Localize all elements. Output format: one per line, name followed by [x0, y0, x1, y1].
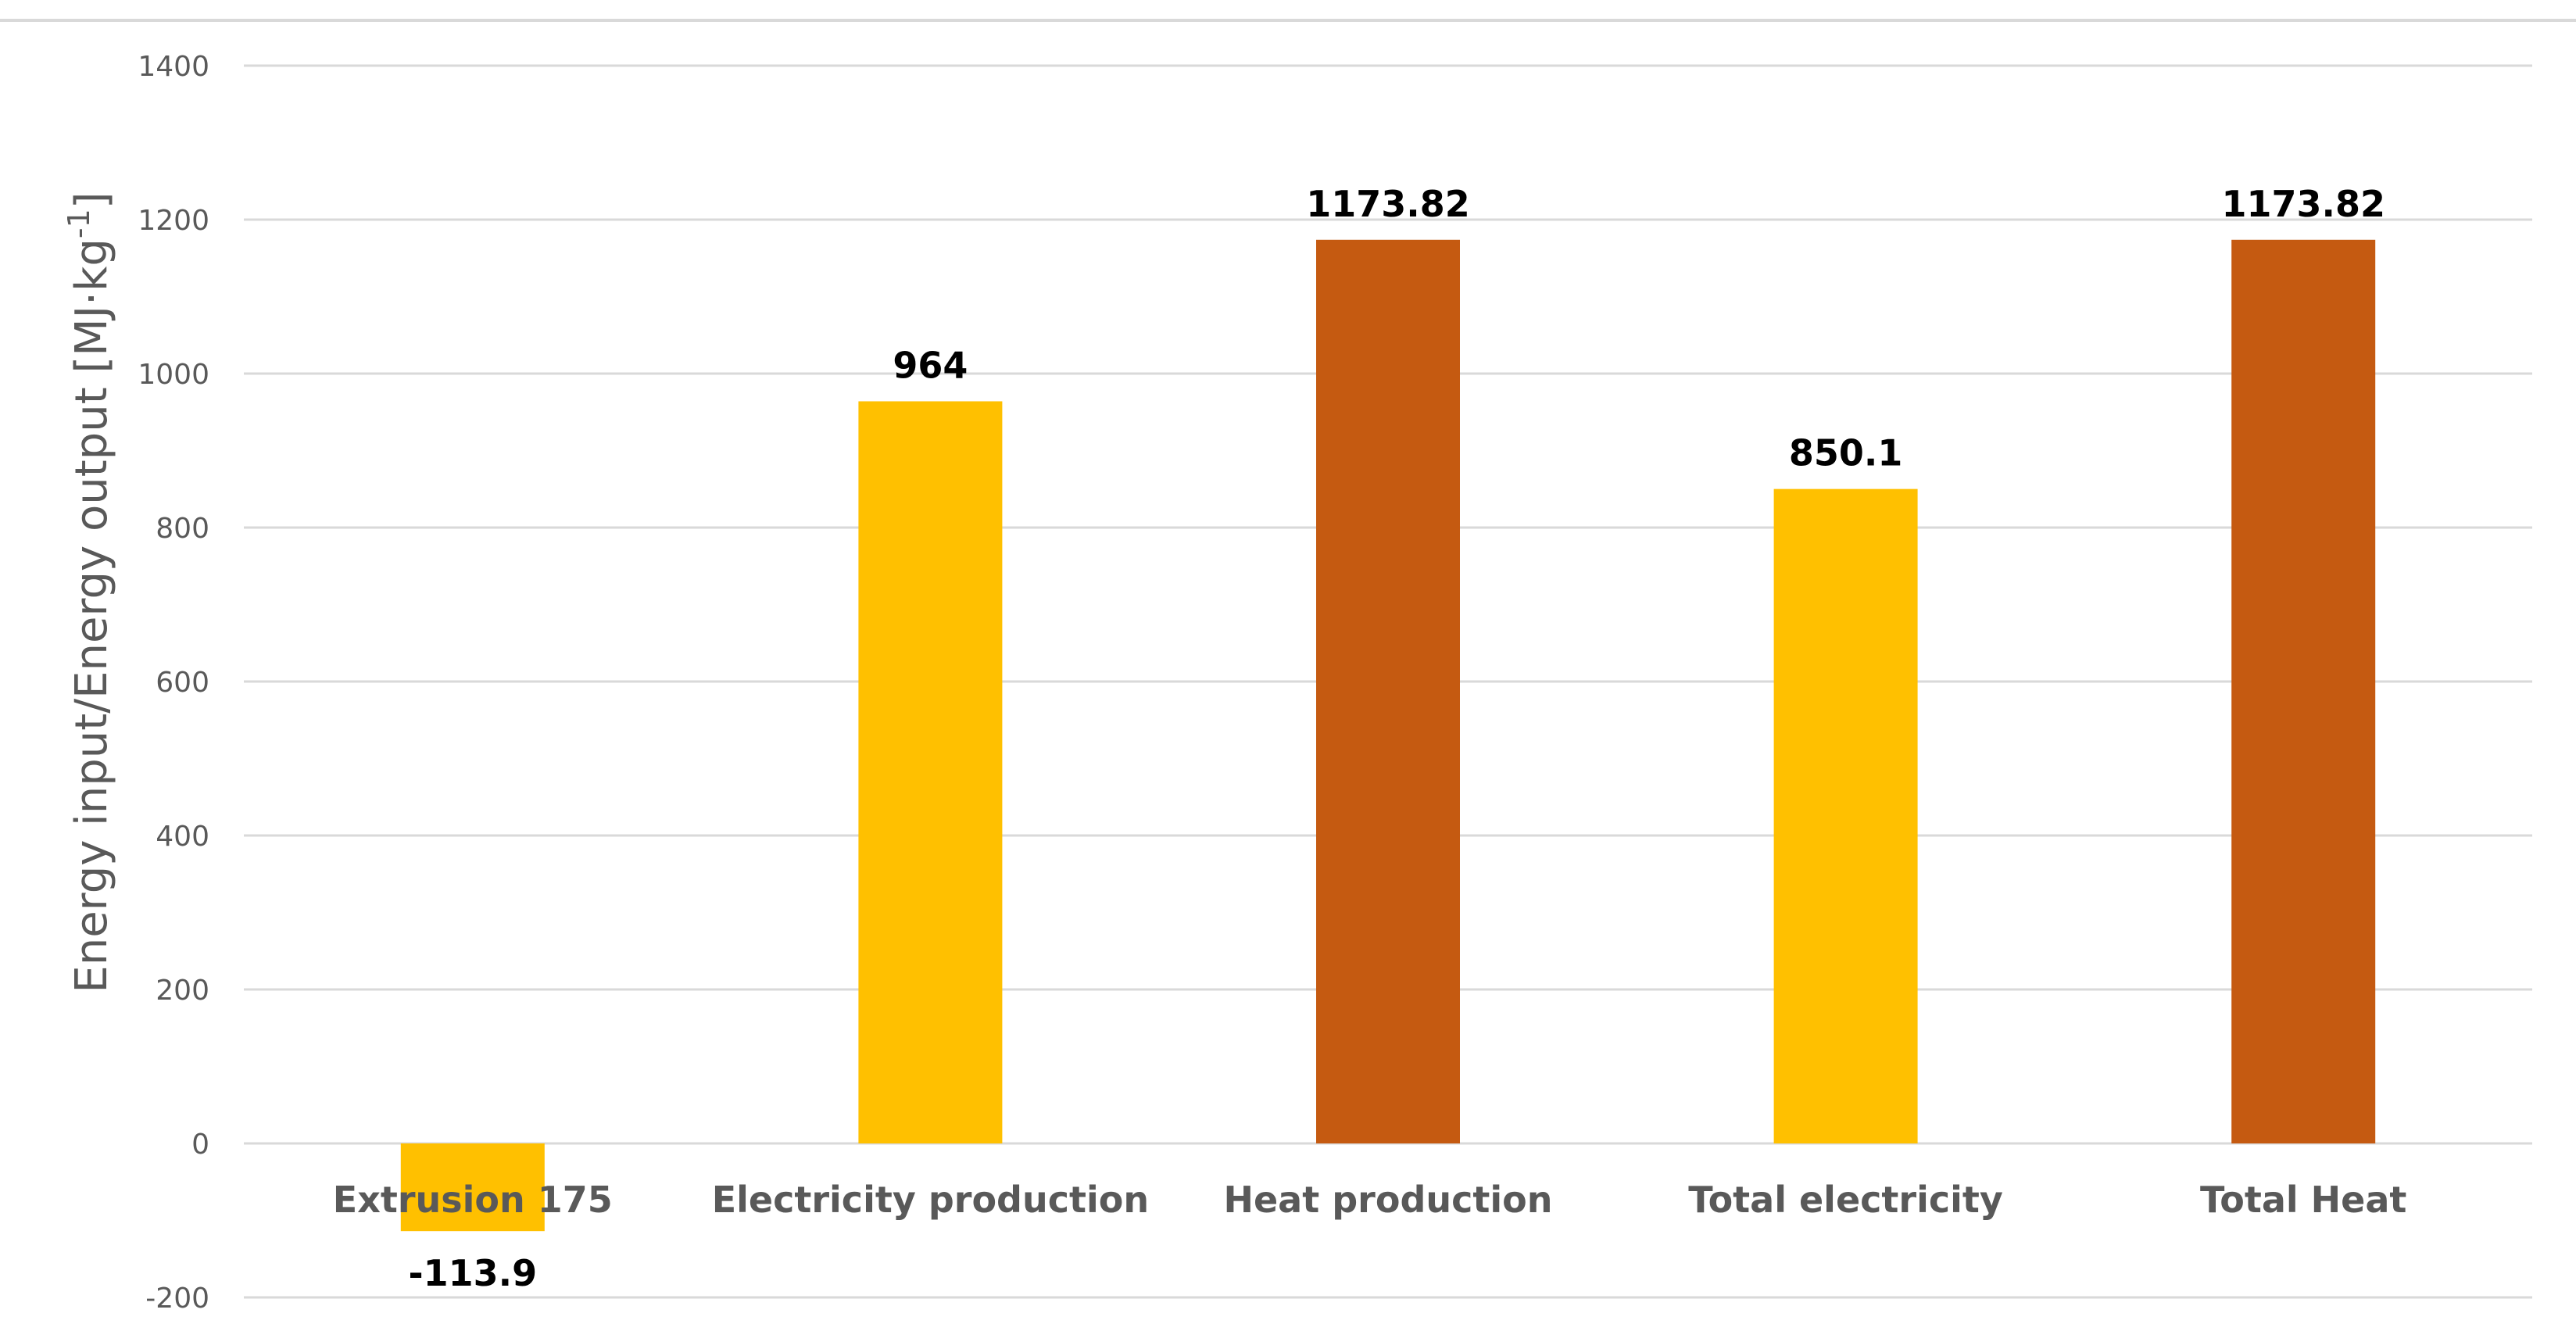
y-axis-ticks: -200 0 200 400 600 800 1000 1200 1400: [138, 51, 209, 1315]
data-label-3: 850.1: [1789, 432, 1903, 474]
data-labels: -113.9 964 1173.82 850.1 1173.82: [409, 183, 2385, 1294]
bars: [400, 239, 2376, 1232]
y-axis-title: Energy input/Energy output [MJ·kg-1]: [62, 191, 117, 993]
bar-3: [1773, 488, 1918, 1143]
y-axis-title-main: Energy input/Energy output [MJ·kg: [66, 238, 117, 993]
bar-0: [400, 1143, 545, 1232]
data-label-1: 964: [893, 344, 968, 386]
data-label-4: 1173.82: [2221, 183, 2385, 225]
y-axis-title-suffix: ]: [66, 191, 117, 209]
y-tick-label-4: 600: [156, 667, 209, 699]
y-axis-title-superscript: -1: [62, 209, 96, 238]
bar-2: [1316, 239, 1460, 1143]
y-tick-label-5: 800: [156, 513, 209, 545]
category-label-2: Heat production: [1223, 1179, 1552, 1221]
y-tick-label-8: 1400: [138, 51, 209, 83]
category-label-0: Extrusion 175: [333, 1179, 613, 1221]
category-label-1: Electricity production: [712, 1179, 1149, 1221]
x-axis-labels: Extrusion 175 Electricity production Heat …: [333, 1179, 2407, 1221]
bar-1: [858, 401, 1003, 1143]
y-tick-label-6: 1000: [138, 359, 209, 391]
y-tick-label-2: 200: [156, 975, 209, 1007]
y-tick-label-7: 1200: [138, 205, 209, 237]
data-label-2: 1173.82: [1306, 183, 1470, 225]
y-tick-label-1: 0: [191, 1129, 209, 1161]
bar-4: [2231, 239, 2376, 1143]
y-tick-label-3: 400: [156, 821, 209, 853]
category-label-4: Total Heat: [2200, 1179, 2406, 1221]
data-label-0: -113.9: [409, 1252, 538, 1294]
y-tick-label-0: -200: [145, 1283, 209, 1315]
category-label-3: Total electricity: [1688, 1179, 2003, 1221]
